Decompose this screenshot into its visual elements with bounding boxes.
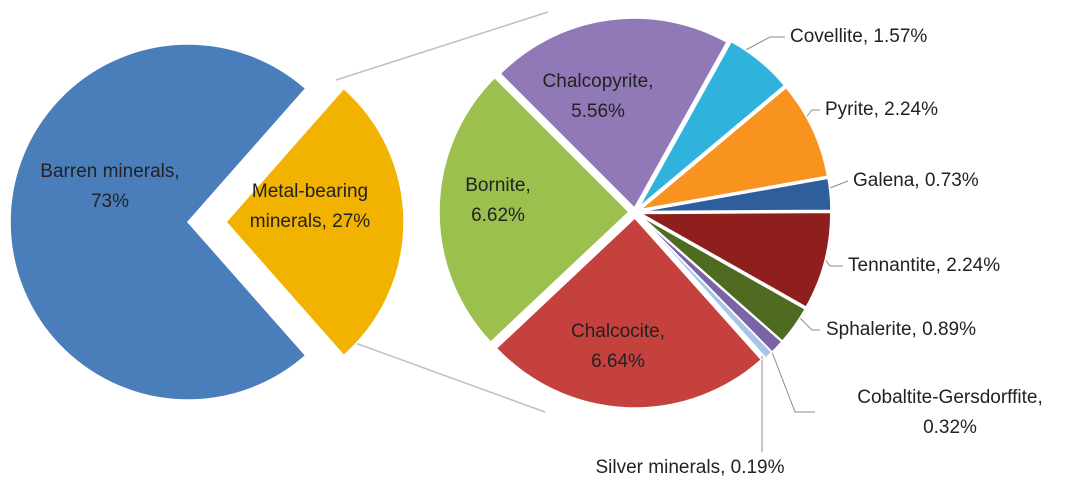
pie-slice — [638, 215, 773, 360]
pie-slice — [637, 86, 829, 211]
data-label: 5.56% — [571, 101, 625, 122]
pie-slice — [499, 17, 728, 210]
data-label: Cobaltite-Gersdorffite, — [857, 387, 1043, 408]
pie-slice — [639, 214, 807, 343]
connector-line — [335, 335, 546, 413]
leader-line — [771, 351, 815, 413]
pie-slice — [438, 76, 631, 344]
data-label: Chalcopyrite, — [543, 71, 654, 92]
data-label: Silver minerals, 0.19% — [595, 457, 784, 478]
data-label: Pyrite, 2.24% — [825, 99, 938, 120]
pie-slice — [638, 40, 786, 208]
connectors — [335, 11, 549, 413]
pie-slice — [225, 87, 405, 357]
data-label: 6.64% — [591, 351, 645, 372]
leader-line — [829, 180, 849, 189]
leader-line — [799, 317, 820, 331]
data-label: 6.62% — [471, 205, 525, 226]
leader-line — [741, 36, 785, 53]
data-label: Sphalerite, 0.89% — [826, 319, 976, 340]
slices — [9, 17, 832, 409]
data-label: 73% — [91, 191, 129, 212]
data-label: Galena, 0.73% — [853, 170, 979, 191]
labels: Barren minerals, 73% Metal-bearing minerals… — [40, 26, 1042, 478]
data-label: minerals, 27% — [250, 211, 370, 232]
data-label: Covellite, 1.57% — [790, 26, 927, 47]
data-label: Metal-bearing — [252, 181, 368, 202]
pie-slice — [495, 216, 763, 409]
data-label: Chalcocite, — [571, 321, 665, 342]
pie-slice — [640, 177, 832, 213]
pie-slice — [637, 211, 832, 309]
data-label: Barren minerals, — [40, 161, 179, 182]
data-label: Bornite, — [465, 175, 530, 196]
pie-slice — [9, 43, 307, 401]
data-label: Tennantite, 2.24% — [848, 255, 1000, 276]
data-label: 0.32% — [923, 417, 977, 438]
connector-line — [335, 11, 549, 81]
